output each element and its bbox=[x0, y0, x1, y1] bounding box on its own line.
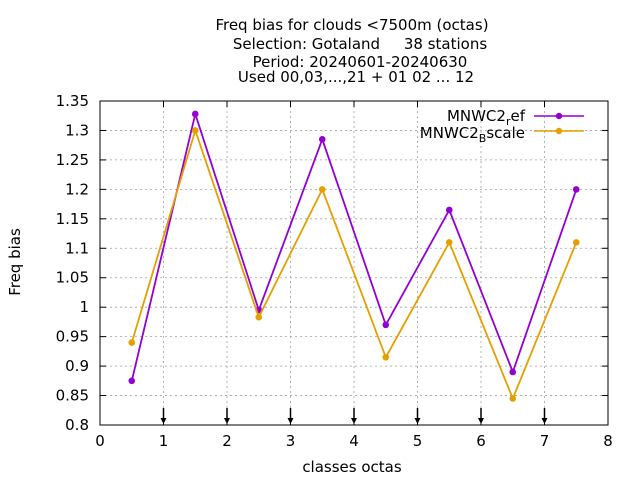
x-tick-label: 4 bbox=[349, 432, 359, 450]
y-tick-label: 0.8 bbox=[65, 416, 89, 434]
chart-title-line-2: Selection: Gotaland 38 stations bbox=[233, 35, 488, 53]
data-point-series-1 bbox=[318, 135, 326, 143]
y-tick-label: 1.2 bbox=[65, 180, 89, 198]
data-point-series-1 bbox=[572, 186, 580, 193]
x-tick-label: 0 bbox=[95, 432, 105, 450]
legend: MNWC2ref MNWC2Bscale bbox=[420, 107, 584, 145]
chart-title-line-4: Used 00,03,...,21 + 01 02 ... 12 bbox=[238, 68, 474, 86]
data-point-series-2 bbox=[318, 186, 326, 193]
data-point-series-2 bbox=[572, 239, 580, 246]
legend-marker-series-1 bbox=[555, 112, 563, 120]
x-tick-label: 6 bbox=[476, 432, 486, 450]
data-point-series-2 bbox=[128, 339, 136, 346]
data-point-series-1 bbox=[191, 110, 199, 118]
grid bbox=[100, 101, 608, 425]
y-tick-label: 0.95 bbox=[56, 328, 89, 346]
axes: 0.8 0.85 0.9 0.95 1 1.05 1.1 1.15 1.2 1.25 1.3 1.35… bbox=[56, 92, 613, 450]
legend-label-series-1: MNWC2ref bbox=[447, 107, 526, 128]
x-tick-label: 3 bbox=[286, 432, 296, 450]
x-axis-label: classes octas bbox=[302, 458, 402, 476]
data-point-series-1 bbox=[382, 321, 390, 329]
y-tick-label: 0.9 bbox=[65, 357, 89, 375]
chart-title-line-1: Freq bias for clouds <7500m (octas) bbox=[215, 16, 488, 34]
legend-marker-series-2 bbox=[555, 127, 563, 135]
data-point-series-2 bbox=[191, 127, 199, 134]
legend-label-series-2: MNWC2Bscale bbox=[420, 124, 525, 145]
series-line-2 bbox=[130, 127, 578, 401]
y-tick-label: 1.1 bbox=[65, 239, 89, 257]
data-point-series-2 bbox=[255, 313, 263, 321]
data-point-series-1 bbox=[445, 206, 453, 214]
series-line-1 bbox=[130, 110, 578, 382]
x-tick-label: 8 bbox=[603, 432, 613, 450]
data-point-series-2 bbox=[382, 353, 390, 361]
chart-title: Freq bias for clouds <7500m (octas) Sele… bbox=[215, 16, 488, 86]
data-point-series-2 bbox=[509, 395, 517, 402]
x-tick-label: 2 bbox=[222, 432, 232, 450]
y-tick-label: 1.05 bbox=[56, 269, 89, 287]
chart-title-line-3: Period: 20240601-20240630 bbox=[253, 53, 468, 71]
x-tick-label: 5 bbox=[413, 432, 423, 450]
y-axis-label: Freq bias bbox=[6, 228, 24, 296]
x-tick-label: 7 bbox=[540, 432, 550, 450]
data-point-series-2 bbox=[445, 239, 453, 246]
y-tick-label: 1.25 bbox=[56, 151, 89, 169]
data-point-series-1 bbox=[509, 368, 517, 376]
y-tick-label: 1 bbox=[79, 298, 89, 316]
data-point-series-1 bbox=[128, 377, 136, 385]
y-tick-label: 0.85 bbox=[56, 387, 89, 405]
series bbox=[128, 110, 580, 402]
y-tick-label: 1.3 bbox=[65, 121, 89, 139]
y-tick-label: 1.15 bbox=[56, 210, 89, 228]
x-tick-label: 1 bbox=[159, 432, 169, 450]
y-tick-label: 1.35 bbox=[56, 92, 89, 110]
